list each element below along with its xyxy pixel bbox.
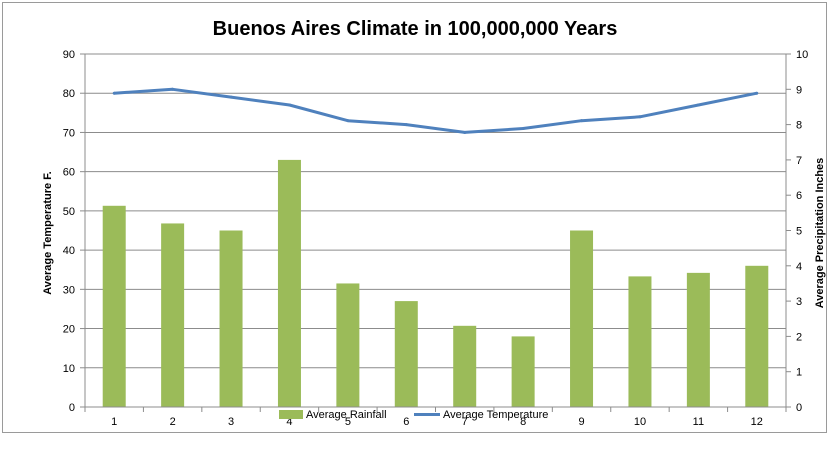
temperature-point	[404, 123, 408, 127]
x-tick-label: 4	[286, 416, 292, 428]
right-tick-label: 0	[796, 402, 802, 414]
right-tick-label: 5	[796, 226, 802, 238]
rainfall-bar	[453, 325, 477, 407]
temperature-point	[171, 87, 175, 91]
chart-title: Buenos Aires Climate in 100,000,000 Year…	[213, 18, 618, 40]
x-tick-label: 3	[228, 416, 234, 428]
left-tick-label: 10	[63, 363, 75, 375]
left-tick-label: 80	[63, 88, 75, 100]
right-tick-label: 3	[796, 296, 802, 308]
rainfall-bar	[628, 276, 652, 407]
rainfall-bar	[570, 230, 594, 407]
chart-frame: Buenos Aires Climate in 100,000,000 Year…	[2, 2, 827, 433]
left-tick-label: 20	[63, 324, 75, 336]
right-tick-label: 9	[796, 84, 802, 96]
temperature-point	[287, 103, 291, 107]
bars	[102, 159, 769, 407]
rainfall-bar	[336, 283, 360, 407]
left-tick-label: 90	[63, 49, 75, 61]
rainfall-bar	[161, 223, 185, 407]
x-tick-label: 2	[170, 416, 176, 428]
left-tick-label: 40	[63, 245, 75, 257]
x-tick-label: 12	[751, 416, 763, 428]
x-tick-label: 9	[578, 416, 584, 428]
temperature-point	[463, 130, 467, 134]
x-tick-label: 7	[462, 416, 468, 428]
x-tick-label: 1	[111, 416, 117, 428]
left-tick-label: 70	[63, 127, 75, 139]
rainfall-bar	[745, 265, 769, 407]
temperature-point	[112, 91, 116, 95]
rainfall-bar	[686, 272, 710, 407]
rainfall-bar	[511, 336, 535, 407]
left-axis-title: Average Temperature F.	[42, 171, 54, 295]
right-tick-label: 6	[796, 190, 802, 202]
temperature-point	[346, 119, 350, 123]
temperature-point	[521, 127, 525, 131]
right-tick-label: 10	[796, 49, 808, 61]
temperature-point	[580, 119, 584, 123]
temperature-point	[696, 103, 700, 107]
left-tick-label: 0	[69, 402, 75, 414]
left-tick-label: 30	[63, 284, 75, 296]
temperature-point	[638, 115, 642, 119]
x-tick-label: 11	[693, 416, 704, 428]
x-tick-label: 8	[520, 416, 526, 428]
x-tick-label: 5	[345, 416, 351, 428]
left-axis-ticks: 0 10 20 30 40 50 60 70 80 90	[63, 49, 85, 414]
chart-svg: Buenos Aires Climate in 100,000,000 Year…	[42, 18, 826, 428]
x-axis-ticks: 1 2 3 4 5 6 7 8 9 10 11 12	[84, 407, 787, 428]
rainfall-bar	[277, 159, 301, 407]
rainfall-bar	[394, 301, 418, 407]
legend: Average Rainfall Average Temperature	[279, 409, 548, 421]
right-tick-label: 1	[796, 367, 802, 379]
temperature-point	[229, 95, 233, 99]
left-tick-label: 60	[63, 167, 75, 179]
right-axis-title: Average Precipitation Inches	[814, 158, 826, 309]
right-tick-label: 8	[796, 120, 802, 132]
temperature-line-group	[112, 87, 759, 134]
right-tick-label: 4	[796, 261, 802, 273]
rainfall-bar	[102, 205, 126, 407]
temperature-point	[755, 91, 759, 95]
axes	[84, 54, 787, 408]
temperature-line	[114, 87, 758, 134]
legend-rainfall-label: Average Rainfall	[306, 409, 387, 421]
x-tick-label: 10	[634, 416, 646, 428]
rainfall-bar	[219, 230, 243, 407]
gridlines	[85, 53, 786, 369]
right-tick-label: 2	[796, 331, 802, 343]
legend-temperature-label: Average Temperature	[443, 409, 548, 421]
x-tick-label: 6	[403, 416, 409, 428]
right-axis-ticks: 0 1 2 3 4 5 6 7 8 9 10	[786, 49, 808, 414]
legend-rainfall-swatch	[279, 410, 303, 419]
right-tick-label: 7	[796, 155, 802, 167]
left-tick-label: 50	[63, 206, 75, 218]
